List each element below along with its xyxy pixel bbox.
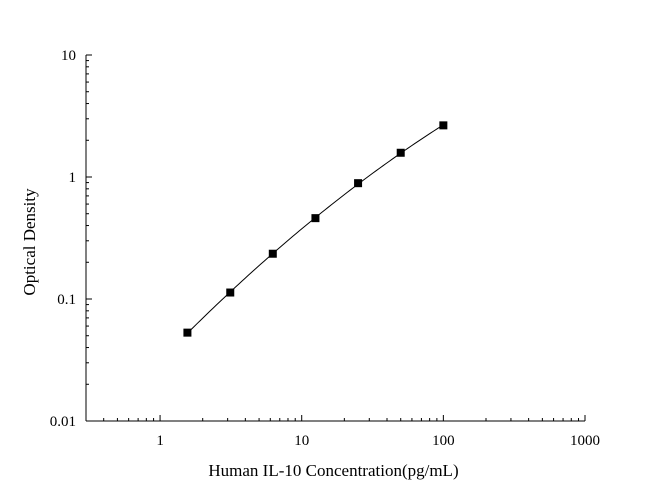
- data-points: [183, 121, 448, 337]
- y-tick-label: 0.1: [57, 292, 76, 308]
- y-axis-title: Optical Density: [20, 188, 39, 296]
- data-point: [268, 249, 277, 258]
- data-point: [439, 121, 448, 130]
- y-tick-label: 0.01: [50, 414, 76, 430]
- y-tick-label: 1: [69, 170, 77, 186]
- data-point: [354, 179, 363, 188]
- x-tick-label: 10: [294, 433, 309, 449]
- ticks: [85, 54, 586, 422]
- data-point: [183, 328, 192, 337]
- tick-labels: 1 10 100 1000 0.01 0.1 1 10: [50, 48, 600, 449]
- data-point: [311, 214, 320, 223]
- axes: [85, 55, 585, 422]
- x-tick-label: 1: [156, 433, 164, 449]
- x-tick-label: 100: [432, 433, 455, 449]
- x-tick-label: 1000: [570, 433, 600, 449]
- y-tick-label: 10: [61, 48, 76, 64]
- data-point: [226, 288, 235, 297]
- data-point: [396, 148, 405, 157]
- fit-curve: [187, 124, 444, 334]
- x-axis-title: Human IL-10 Concentration(pg/mL): [208, 461, 458, 480]
